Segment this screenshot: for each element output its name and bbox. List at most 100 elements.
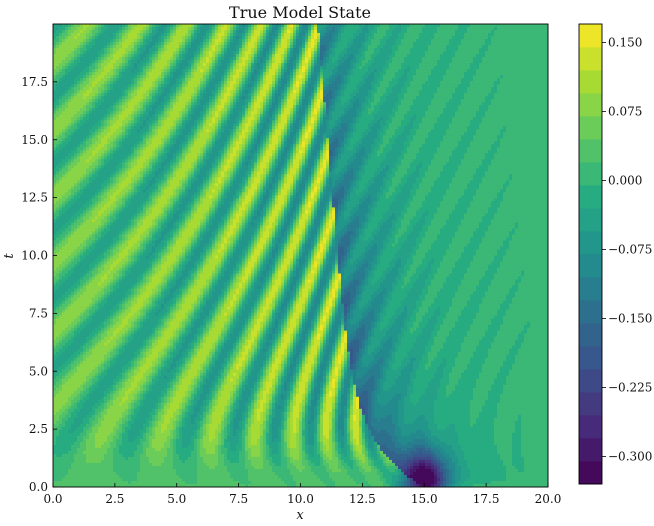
contour-cell (212, 48, 216, 52)
contour-cell (413, 102, 417, 106)
contour-cell (443, 90, 447, 94)
contour-cell (275, 33, 279, 37)
contour-cell (329, 42, 333, 46)
contour-cell (287, 84, 291, 88)
contour-cell (515, 87, 519, 91)
contour-cell (185, 24, 189, 28)
contour-cell (431, 39, 435, 43)
contour-cell (359, 84, 363, 88)
contour-cell (236, 111, 240, 115)
contour-cell (371, 99, 375, 103)
contour-cell (326, 69, 330, 73)
contour-cell (113, 63, 117, 67)
contour-cell (113, 66, 117, 70)
contour-cell (293, 93, 297, 97)
contour-cell (515, 36, 519, 40)
contour-cell (344, 108, 348, 112)
contour-cell (296, 84, 300, 88)
contour-cell (206, 108, 210, 112)
contour-cell (377, 75, 381, 79)
contour-cell (398, 42, 402, 46)
contour-cell (275, 81, 279, 85)
contour-cell (518, 54, 522, 58)
contour-cell (221, 105, 225, 109)
contour-cell (95, 84, 99, 88)
contour-cell (200, 45, 204, 49)
contour-cell (488, 111, 492, 115)
contour-cell (368, 93, 372, 97)
contour-cell (272, 81, 276, 85)
contour-cell (263, 105, 267, 109)
contour-cell (461, 33, 465, 37)
contour-cell (287, 81, 291, 85)
contour-cell (197, 96, 201, 100)
contour-cell (482, 84, 486, 88)
contour-cell (335, 99, 339, 103)
contour-cell (101, 93, 105, 97)
contour-cell (488, 69, 492, 73)
contour-cell (104, 39, 108, 43)
contour-cell (335, 60, 339, 64)
contour-cell (134, 75, 138, 79)
contour-cell (398, 51, 402, 55)
contour-cell (434, 33, 438, 37)
contour-cell (362, 72, 366, 76)
contour-cell (68, 66, 72, 70)
contour-cell (71, 30, 75, 34)
contour-cell (461, 69, 465, 73)
contour-cell (419, 66, 423, 70)
contour-cell (83, 102, 87, 106)
contour-cell (170, 72, 174, 76)
contour-cell (419, 87, 423, 91)
contour-cell (263, 111, 267, 115)
contour-cell (284, 90, 288, 94)
contour-cell (488, 75, 492, 79)
contour-cell (425, 51, 429, 55)
contour-cell (125, 93, 129, 97)
contour-cell (362, 102, 366, 106)
contour-cell (203, 102, 207, 106)
contour-cell (272, 63, 276, 67)
contour-cell (230, 51, 234, 55)
contour-cell (89, 93, 93, 97)
contour-cell (149, 63, 153, 67)
contour-cell (173, 39, 177, 43)
contour-cell (506, 42, 510, 46)
contour-cell (242, 24, 246, 28)
contour-cell (362, 105, 366, 109)
contour-cell (338, 60, 342, 64)
contour-cell (449, 36, 453, 40)
contour-cell (134, 87, 138, 91)
contour-cell (428, 108, 432, 112)
contour-cell (449, 45, 453, 49)
contour-cell (245, 84, 249, 88)
contour-cell (521, 81, 525, 85)
contour-cell (89, 81, 93, 85)
contour-cell (290, 81, 294, 85)
contour-cell (53, 51, 57, 55)
contour-cell (449, 24, 453, 28)
contour-cell (92, 54, 96, 58)
contour-cell (146, 27, 150, 31)
contour-cell (332, 42, 336, 46)
contour-cell (98, 84, 102, 88)
contour-cell (236, 99, 240, 103)
contour-cell (344, 90, 348, 94)
contour-cell (80, 54, 84, 58)
chart-title: True Model State (229, 3, 371, 22)
contour-cell (179, 30, 183, 34)
contour-cell (119, 33, 123, 37)
contour-cell (350, 36, 354, 40)
contour-cell (56, 27, 60, 31)
contour-cell (119, 105, 123, 109)
contour-cell (74, 33, 78, 37)
contour-cell (182, 48, 186, 52)
contour-cell (521, 108, 525, 112)
contour-cell (485, 87, 489, 91)
contour-cell (116, 72, 120, 76)
contour-cell (515, 75, 519, 79)
contour-cell (383, 60, 387, 64)
contour-cell (173, 102, 177, 106)
contour-cell (533, 42, 537, 46)
contour-cell (221, 33, 225, 37)
